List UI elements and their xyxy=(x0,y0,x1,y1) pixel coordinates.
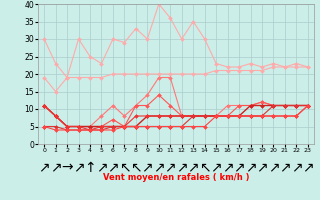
X-axis label: Vent moyen/en rafales ( km/h ): Vent moyen/en rafales ( km/h ) xyxy=(103,173,249,182)
